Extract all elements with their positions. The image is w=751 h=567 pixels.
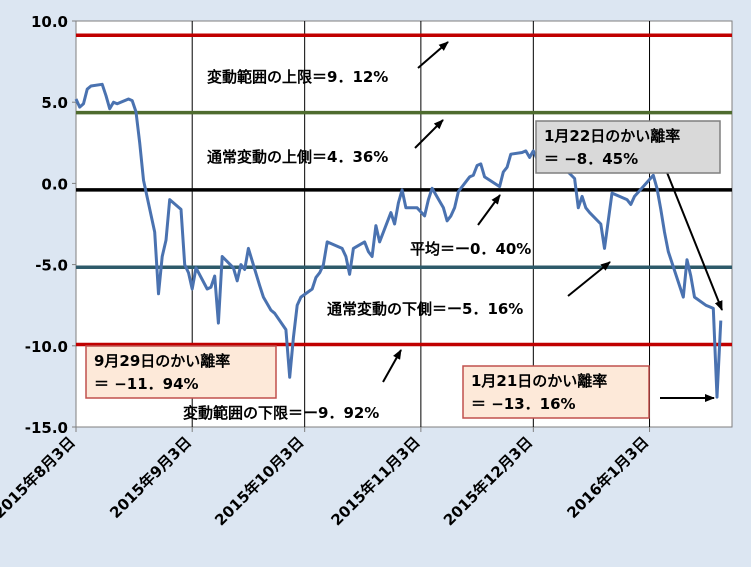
- y-tick-label: 0.0: [41, 175, 68, 193]
- y-tick-label: -10.0: [25, 338, 68, 356]
- reference-label: 変動範囲の下限＝ー9．92%: [183, 404, 379, 422]
- x-tick-label: 2015年8月3日: [0, 433, 79, 522]
- x-tick-label: 2015年12月3日: [440, 433, 536, 529]
- annotation-label: 1月21日のかい離率: [471, 372, 607, 390]
- y-tick-label: -15.0: [25, 419, 68, 437]
- reference-label: 通常変動の下側＝ー5．16%: [327, 300, 523, 318]
- reference-label: 平均＝ー0．40%: [410, 240, 531, 258]
- annotation-label: 9月29日のかい離率: [94, 352, 230, 370]
- x-tick-label: 2015年11月3日: [327, 433, 423, 529]
- y-axis: 10.0 5.0 0.0 -5.0 -10.0 -15.0: [25, 13, 76, 437]
- annotation-value: ＝ −8．45%: [544, 150, 638, 168]
- y-tick-label: 10.0: [31, 13, 68, 31]
- y-tick-label: -5.0: [35, 257, 68, 275]
- x-tick-label: 2016年1月3日: [564, 433, 653, 522]
- reference-label: 変動範囲の上限＝9．12%: [207, 68, 388, 86]
- x-tick-label: 2015年9月3日: [106, 433, 195, 522]
- annotation-value: ＝ −11．94%: [94, 375, 199, 393]
- reference-label: 通常変動の上側＝4．36%: [207, 148, 388, 166]
- y-tick-label: 5.0: [41, 94, 68, 112]
- annotation-value: ＝ −13．16%: [471, 395, 576, 413]
- annotation-label: 1月22日のかい離率: [544, 127, 680, 145]
- x-tick-label: 2015年10月3日: [211, 433, 307, 529]
